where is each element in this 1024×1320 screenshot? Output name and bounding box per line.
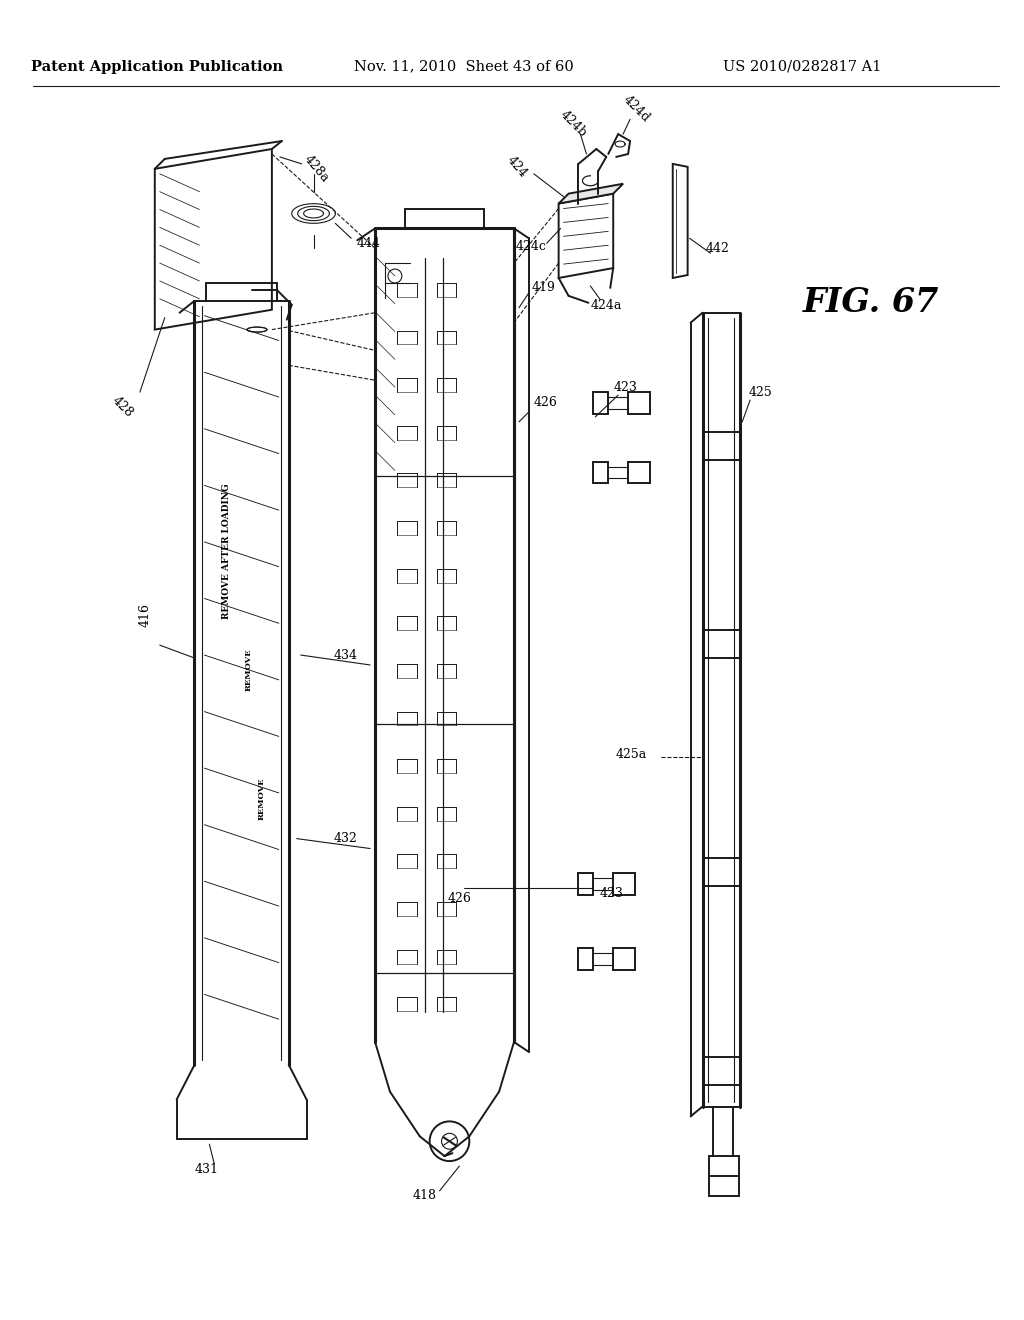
Text: 432: 432: [334, 832, 357, 845]
Text: 424a: 424a: [591, 300, 622, 313]
Bar: [613, 874, 635, 895]
Text: Nov. 11, 2010  Sheet 43 of 60: Nov. 11, 2010 Sheet 43 of 60: [354, 59, 574, 74]
Text: 442: 442: [706, 242, 729, 255]
Text: Patent Application Publication: Patent Application Publication: [31, 59, 283, 74]
Text: 426: 426: [534, 396, 558, 408]
Bar: [613, 948, 635, 970]
Text: 444: 444: [356, 236, 380, 249]
Text: 424d: 424d: [621, 94, 652, 125]
Polygon shape: [559, 183, 624, 203]
Text: 428: 428: [110, 393, 136, 420]
Text: 428a: 428a: [301, 153, 332, 185]
Text: 424b: 424b: [558, 108, 590, 140]
Text: 434: 434: [333, 648, 357, 661]
Text: 425a: 425a: [615, 747, 647, 760]
Text: 424c: 424c: [515, 240, 546, 252]
Text: REMOVE: REMOVE: [245, 648, 253, 692]
Text: FIG. 67: FIG. 67: [803, 286, 939, 319]
Text: 425: 425: [749, 385, 772, 399]
Text: 419: 419: [531, 281, 556, 294]
Text: US 2010/0282817 A1: US 2010/0282817 A1: [723, 59, 881, 74]
Text: 424: 424: [504, 153, 529, 180]
Text: 423: 423: [613, 380, 637, 393]
Text: 416: 416: [138, 603, 152, 627]
Text: REMOVE AFTER LOADING: REMOVE AFTER LOADING: [222, 483, 230, 619]
Text: 426: 426: [447, 891, 471, 904]
Bar: [628, 462, 650, 483]
Bar: [628, 392, 650, 414]
Text: 423: 423: [599, 887, 624, 900]
Text: 431: 431: [195, 1163, 218, 1176]
Text: REMOVE: REMOVE: [258, 777, 266, 820]
Text: 418: 418: [413, 1189, 436, 1203]
